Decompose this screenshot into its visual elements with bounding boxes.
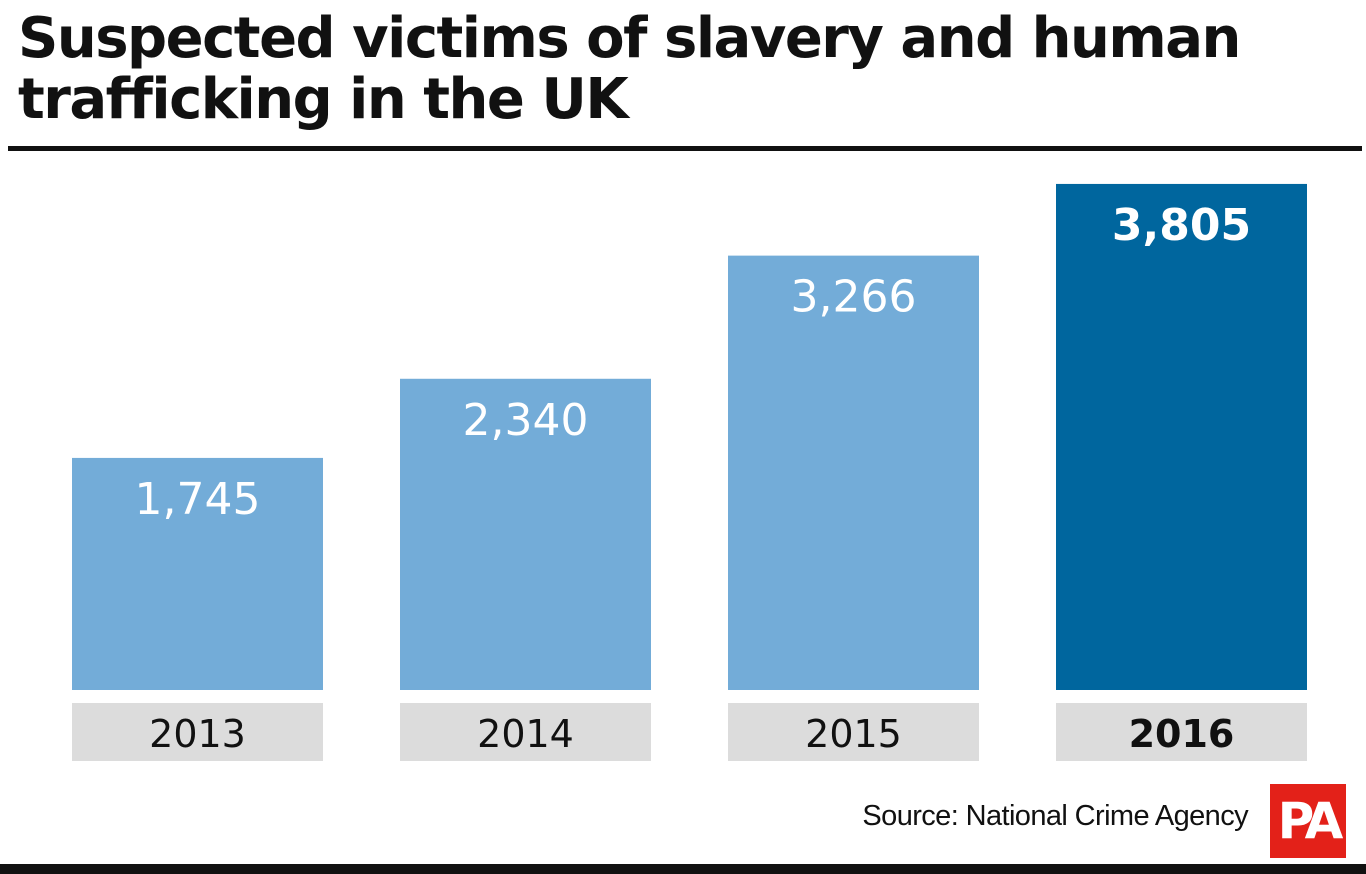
bar-2014 [400,378,651,690]
value-label: 3,266 [791,272,917,323]
bar-2013 [72,457,323,690]
category-band [728,703,979,761]
bottom-rule [0,864,1366,874]
category-band [1056,703,1307,761]
category-label: 2015 [805,712,902,756]
value-label: 3,805 [1112,200,1251,251]
category-label: 2014 [477,712,574,756]
category-label: 2016 [1129,712,1235,756]
value-label: 1,745 [135,474,261,525]
source-note: Source: National Crime Agency [862,800,1248,832]
chart-title: Suspected victims of slavery and human t… [18,6,1241,132]
category-band [72,703,323,761]
category-band [400,703,651,761]
bar-2015 [728,255,979,690]
pa-logo: PA [1270,784,1346,858]
title-rule [8,146,1362,151]
value-label: 2,340 [463,395,589,446]
category-label: 2013 [149,712,246,756]
bar-2016 [1056,183,1307,690]
